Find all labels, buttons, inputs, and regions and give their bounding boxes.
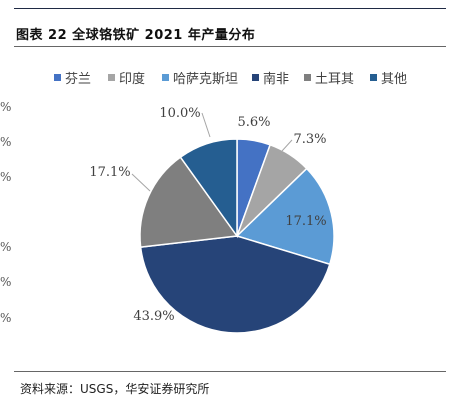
label-leader-line bbox=[131, 173, 151, 192]
cropped-axis-fragment: % bbox=[0, 240, 12, 254]
legend-swatch bbox=[304, 74, 311, 81]
source-note: 资料来源：USGS，华安证券研究所 bbox=[20, 382, 210, 396]
cropped-axis-fragment: % bbox=[0, 275, 12, 289]
legend-label: 印度 bbox=[119, 71, 145, 87]
legend-label: 哈萨克斯坦 bbox=[173, 72, 238, 87]
pie-data-labels: 5.6% 7.3% 17.1% 43.9% 17.1% 10.0% bbox=[89, 106, 326, 324]
pie-slice bbox=[179, 138, 238, 239]
slice-data-label: 5.6% bbox=[237, 115, 270, 130]
slice-data-label: 43.9% bbox=[133, 309, 174, 324]
label-leader-line bbox=[201, 112, 211, 138]
legend-swatch bbox=[252, 74, 259, 81]
pie-slice bbox=[139, 235, 331, 334]
pie-slice bbox=[235, 167, 335, 266]
cropped-axis-fragment: % bbox=[0, 135, 12, 149]
top-rule bbox=[14, 8, 446, 9]
cropped-axis-fragment: % bbox=[0, 170, 12, 184]
slice-data-label: 10.0% bbox=[159, 106, 200, 121]
legend-swatch bbox=[162, 74, 169, 81]
legend-swatch bbox=[108, 74, 115, 81]
legend-label: 其他 bbox=[381, 72, 407, 87]
slice-data-label: 17.1% bbox=[89, 165, 130, 180]
slice-data-label: 17.1% bbox=[285, 214, 326, 229]
slice-data-label: 7.3% bbox=[293, 132, 326, 147]
source-rule bbox=[14, 371, 446, 372]
pie-slice bbox=[139, 156, 239, 248]
chart-legend: 芬兰 印度 哈萨克斯坦 南非 土耳其 其他 bbox=[54, 71, 407, 87]
cropped-axis-fragment: % bbox=[0, 311, 12, 325]
legend-label: 南非 bbox=[263, 71, 289, 87]
label-leader-line bbox=[281, 139, 293, 152]
legend-swatch bbox=[370, 74, 377, 81]
pie-slices bbox=[139, 138, 335, 334]
title-rule bbox=[14, 46, 446, 47]
legend-label: 芬兰 bbox=[65, 72, 91, 87]
legend-label: 土耳其 bbox=[315, 72, 354, 87]
figure-title: 图表 22 全球铬铁矿 2021 年产量分布 bbox=[16, 28, 256, 43]
legend-swatch bbox=[54, 74, 61, 81]
cropped-axis-fragment: % bbox=[0, 100, 12, 114]
